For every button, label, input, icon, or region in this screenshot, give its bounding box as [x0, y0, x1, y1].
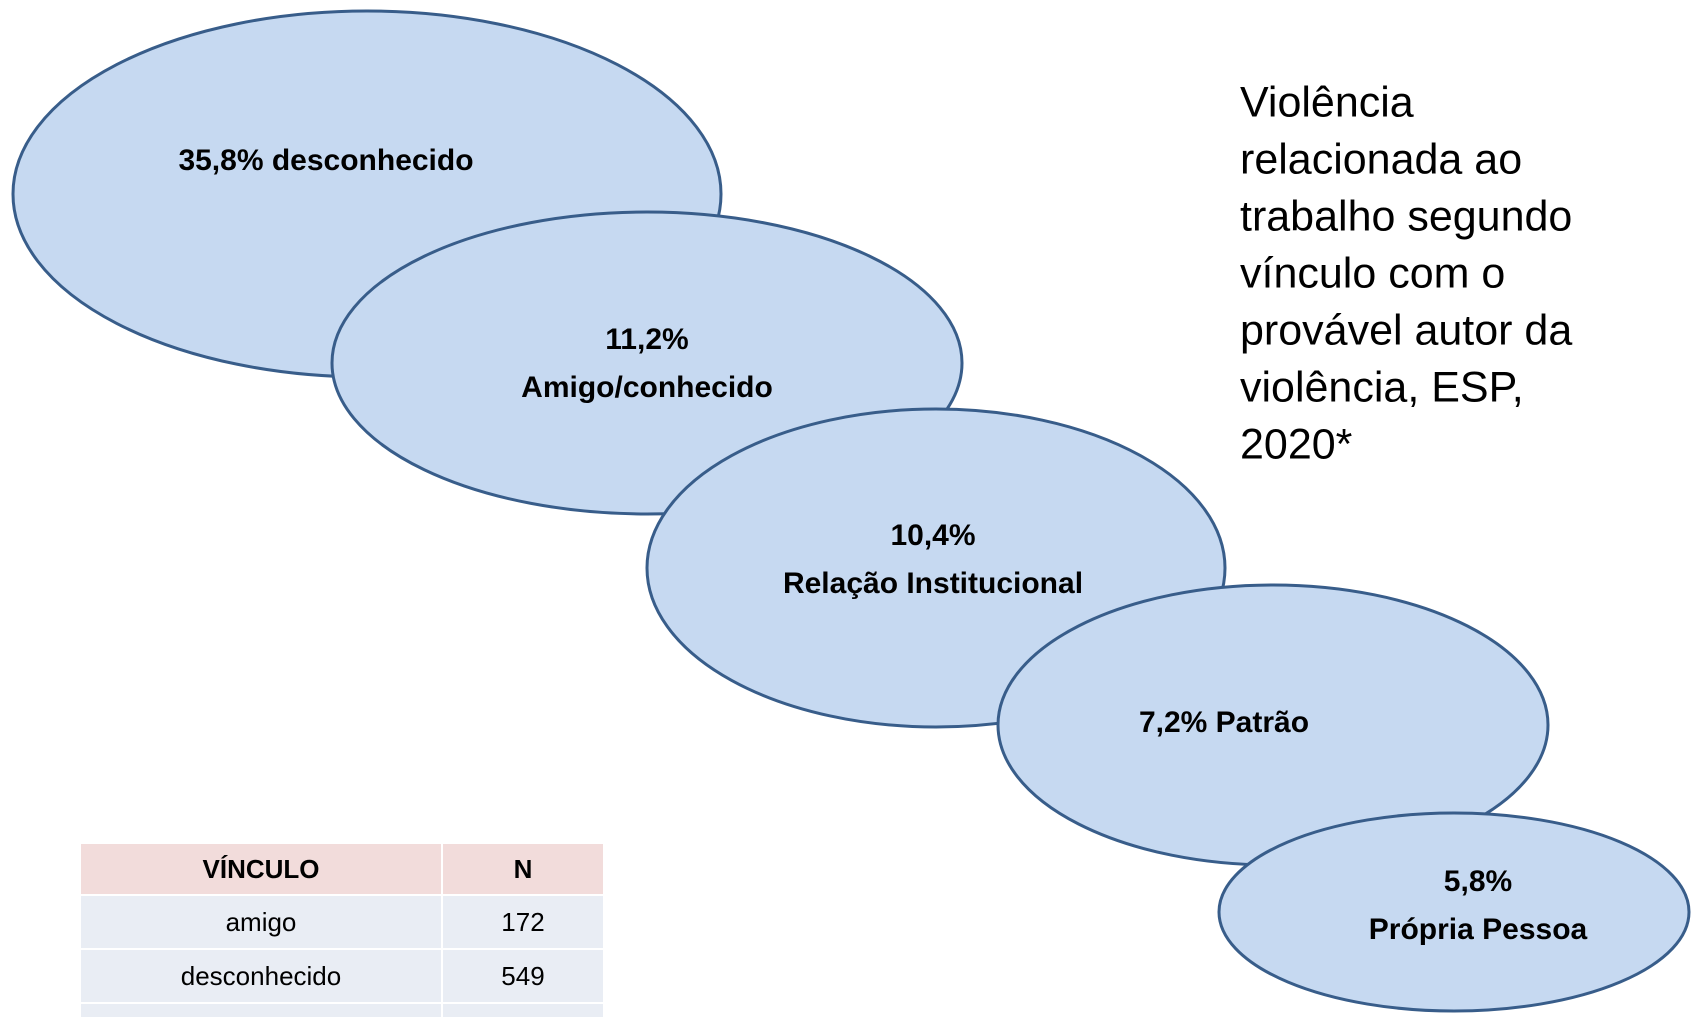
title-line: provável autor da	[1240, 306, 1572, 354]
node-label: 7,2% Patrão	[1139, 706, 1309, 739]
header-cell	[441, 842, 605, 896]
node-label: Relação Institucional	[783, 567, 1083, 600]
cell	[441, 894, 605, 950]
node-label: 11,2%	[605, 323, 688, 356]
node-label: Própria Pessoa	[1369, 913, 1588, 946]
ellipse	[1217, 811, 1691, 1013]
node-label: 5,8%	[1444, 865, 1512, 898]
cell	[79, 894, 443, 950]
table-header: N	[514, 854, 533, 884]
table-cell: amigo	[226, 907, 297, 937]
node-label: 10,4%	[890, 519, 975, 552]
table	[79, 842, 605, 1017]
table-header: VÍNCULO	[203, 854, 320, 884]
node-label: 35,8% desconhecido	[178, 144, 473, 177]
ellipse-group	[11, 9, 1691, 1013]
header-cell	[79, 842, 443, 896]
cell	[441, 1002, 605, 1017]
table-cell: 549	[501, 961, 544, 991]
cell	[79, 1002, 443, 1017]
table-cell: 172	[501, 907, 544, 937]
table-cell: desconhecido	[181, 961, 341, 991]
title-line: violência, ESP,	[1240, 363, 1524, 411]
node-label: Amigo/conhecido	[521, 371, 773, 404]
title-line: vínculo com o	[1240, 249, 1505, 297]
title-line: Violência	[1240, 78, 1414, 126]
title-line: relacionada ao	[1240, 135, 1522, 183]
title-line: trabalho segundo	[1240, 192, 1572, 240]
title-line: 2020*	[1240, 420, 1353, 468]
